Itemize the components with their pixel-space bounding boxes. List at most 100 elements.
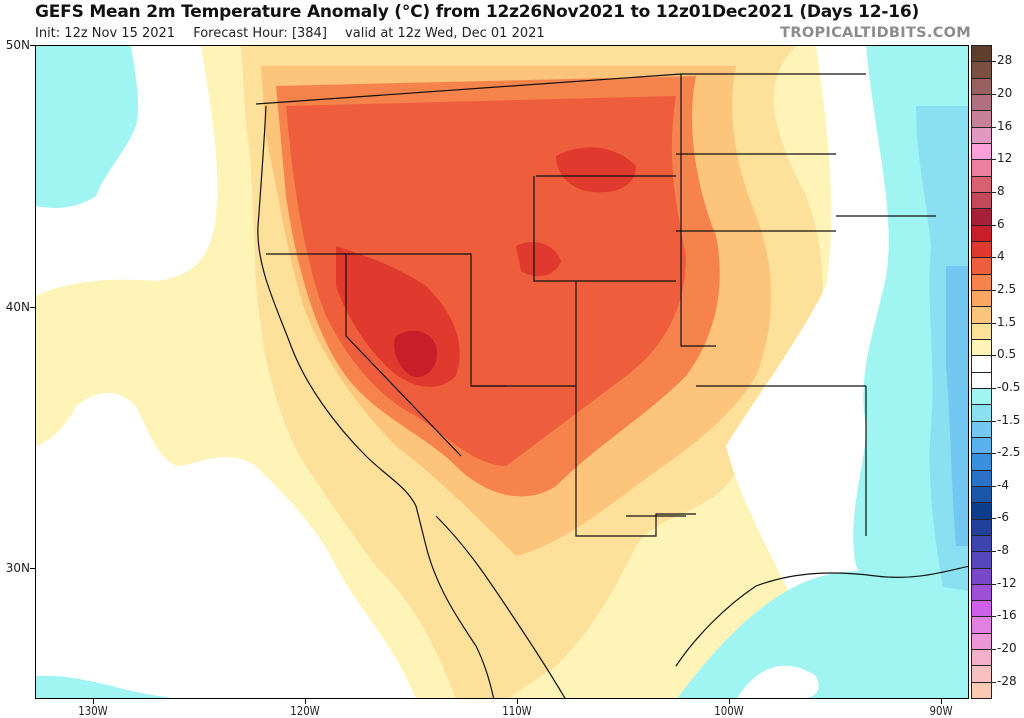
colorbar-label: -28 <box>997 674 1017 688</box>
colorbar-segment <box>972 503 991 520</box>
lon-label-120w: 120W <box>290 704 320 718</box>
colorbar-tick <box>992 616 996 617</box>
colorbar-segment <box>972 601 991 618</box>
colorbar-segment <box>972 372 991 389</box>
colorbar-segment <box>972 241 991 259</box>
colorbar-segment <box>972 519 991 536</box>
colorbar-label: -6 <box>997 510 1009 524</box>
lat-tick <box>30 307 35 308</box>
colorbar-segment <box>972 584 991 602</box>
colorbar-segment <box>972 421 991 438</box>
colorbar-label: 20 <box>997 86 1013 100</box>
colorbar-segment <box>972 258 991 275</box>
colorbar-segment <box>972 192 991 210</box>
colorbar-label: 2.5 <box>997 282 1017 296</box>
colorbar-segment <box>972 78 991 95</box>
colorbar-segment <box>972 633 991 651</box>
colorbar-tick <box>992 388 996 389</box>
colorbar-label: 28 <box>997 53 1013 67</box>
colorbar-tick <box>992 290 996 291</box>
lon-label-90w: 90W <box>929 704 953 718</box>
colorbar-segment <box>972 143 991 161</box>
colorbar-tick <box>992 584 996 585</box>
colorbar-tick <box>992 159 996 160</box>
colorbar-segment <box>972 454 991 471</box>
map-layer <box>36 46 968 698</box>
colorbar-segment <box>972 94 991 112</box>
lon-label-110w: 110W <box>502 704 532 718</box>
chart-title: GEFS Mean 2m Temperature Anomaly (°C) fr… <box>35 2 920 22</box>
colorbar-tick <box>992 225 996 226</box>
colorbar-segment <box>972 225 991 242</box>
colorbar-segment <box>972 176 991 193</box>
colorbar-segment <box>972 535 991 553</box>
colorbar-label: -0.5 <box>997 380 1021 394</box>
lat-label-50n: 50N <box>5 38 30 52</box>
colorbar-tick <box>992 453 996 454</box>
colorbar-segment <box>972 470 991 487</box>
lat-tick <box>30 45 35 46</box>
colorbar-segment <box>972 650 991 667</box>
colorbar-segment <box>972 405 991 422</box>
lon-tick <box>941 699 942 704</box>
valid-time: valid at 12z Wed, Dec 01 2021 <box>345 26 545 41</box>
colorbar-segment <box>972 62 991 79</box>
colorbar-segment <box>972 339 991 357</box>
colorbar-label: -1.5 <box>997 413 1021 427</box>
colorbar-label: -2.5 <box>997 445 1021 459</box>
colorbar-segment <box>972 274 991 291</box>
lon-label-130w: 130W <box>78 704 108 718</box>
colorbar-segment <box>972 666 991 683</box>
colorbar-label: 6 <box>997 217 1005 231</box>
colorbar-label: 8 <box>997 184 1005 198</box>
lon-label-100w: 100W <box>714 704 744 718</box>
colorbar-segment <box>972 323 991 340</box>
colorbar-segment <box>972 290 991 308</box>
colorbar-segment <box>972 682 991 699</box>
colorbar-tick <box>992 257 996 258</box>
colorbar-tick <box>992 518 996 519</box>
lat-label-40n: 40N <box>5 300 30 314</box>
colorbar-segment <box>972 486 991 504</box>
colorbar-tick <box>992 649 996 650</box>
lat-label-30n: 30N <box>5 561 30 575</box>
colorbar-segment <box>972 307 991 324</box>
colorbar-label: 0.5 <box>997 347 1017 361</box>
lon-tick <box>93 699 94 704</box>
colorbar-tick <box>992 61 996 62</box>
colorbar-label: -16 <box>997 608 1017 622</box>
lon-tick <box>729 699 730 704</box>
colorbar-label: -8 <box>997 543 1009 557</box>
init-time: Init: 12z Nov 15 2021 <box>35 26 176 41</box>
colorbar-label: 12 <box>997 151 1013 165</box>
brand-watermark: TROPICALTIDBITS.COM <box>780 25 971 41</box>
colorbar-segment <box>972 568 991 585</box>
lon-tick <box>517 699 518 704</box>
colorbar-segment <box>972 356 991 373</box>
colorbar-label: 4 <box>997 249 1005 263</box>
colorbar-label: -4 <box>997 478 1009 492</box>
colorbar-tick <box>992 486 996 487</box>
colorbar-segment <box>972 552 991 569</box>
colorbar-segment <box>972 111 991 128</box>
colorbar-label: -12 <box>997 576 1017 590</box>
lat-tick <box>30 568 35 569</box>
anomaly-map <box>35 45 969 699</box>
colorbar-tick <box>992 551 996 552</box>
colorbar-label: 16 <box>997 119 1013 133</box>
colorbar-segment <box>972 160 991 177</box>
colorbar-segment <box>972 46 991 63</box>
colorbar-tick <box>992 355 996 356</box>
colorbar-segment <box>972 437 991 455</box>
chart-subtitle: Init: 12z Nov 15 2021 Forecast Hour: [38… <box>35 26 559 41</box>
colorbar-tick <box>992 127 996 128</box>
colorbar-tick <box>992 94 996 95</box>
colorbar-segment <box>972 617 991 634</box>
colorbar-tick <box>992 421 996 422</box>
colorbar-label: -20 <box>997 641 1017 655</box>
colorbar-tick <box>992 192 996 193</box>
colorbar <box>971 45 992 699</box>
colorbar-segment <box>972 127 991 144</box>
forecast-hour: Forecast Hour: [384] <box>193 26 327 41</box>
colorbar-tick <box>992 682 996 683</box>
